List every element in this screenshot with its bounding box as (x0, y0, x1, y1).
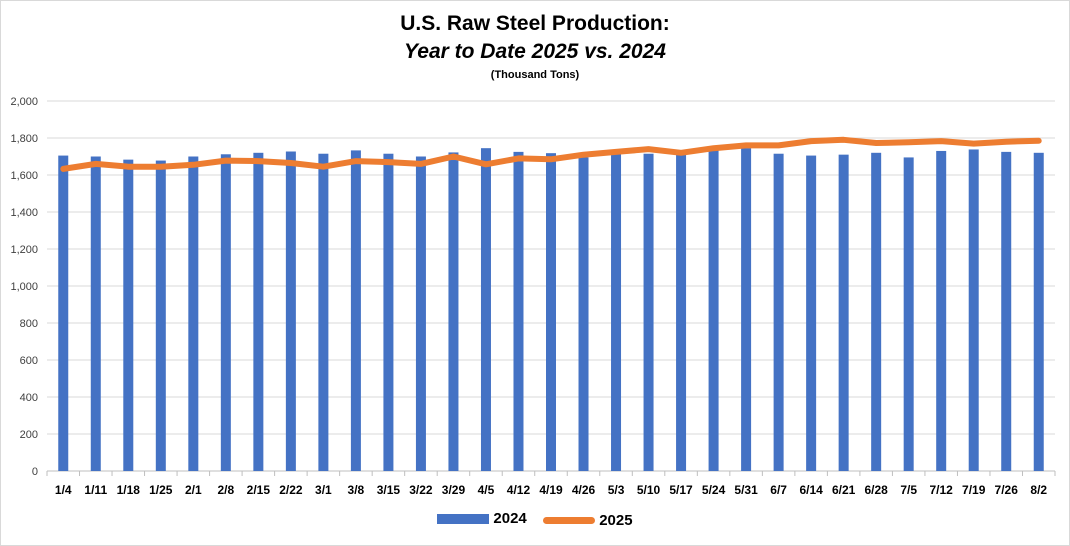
x-tick-label: 1/4 (55, 483, 72, 497)
y-tick-label: 2,000 (10, 96, 38, 108)
x-tick-label: 2/15 (247, 483, 271, 497)
bar-2024 (480, 148, 491, 472)
legend-label-2024: 2024 (493, 510, 527, 527)
x-tick-label: 5/31 (734, 483, 758, 497)
bar-2024 (155, 160, 166, 471)
x-tick-label: 6/7 (770, 483, 787, 497)
legend-swatch-2024 (437, 513, 490, 524)
x-tick-label: 8/2 (1030, 483, 1047, 497)
x-tick-label: 7/5 (900, 483, 917, 497)
legend-swatch-2025 (543, 516, 596, 524)
bar-2024 (903, 157, 914, 472)
y-tick-label: 1,000 (10, 281, 38, 293)
x-tick-label: 4/19 (539, 483, 563, 497)
y-tick-label: 0 (32, 466, 38, 478)
legend-label-2025: 2025 (599, 511, 633, 529)
bar-2024 (578, 157, 589, 472)
x-tick-label: 6/28 (864, 483, 888, 497)
x-tick-label: 2/22 (279, 483, 303, 497)
y-tick-label: 600 (20, 355, 38, 367)
bar-2024 (871, 152, 882, 472)
x-tick-label: 7/19 (962, 483, 986, 497)
bar-2024 (513, 151, 524, 471)
x-tick-label: 1/25 (149, 483, 173, 497)
x-tick-label: 6/14 (799, 483, 823, 497)
x-tick-label: 4/12 (507, 483, 531, 497)
legend-item-2025: 2025 (543, 511, 633, 529)
chart-title-block: U.S. Raw Steel Production: Year to Date … (0, 10, 1070, 81)
x-tick-label: 2/8 (217, 483, 234, 497)
x-tick-label: 3/15 (377, 483, 401, 497)
bar-2024 (806, 155, 817, 471)
bar-2024 (936, 150, 947, 471)
x-tick-label: 7/12 (930, 483, 954, 497)
bar-2024 (383, 153, 394, 471)
bar-2024 (350, 150, 361, 471)
bar-2024 (285, 151, 296, 471)
y-tick-label: 1,600 (10, 170, 38, 182)
x-tick-label: 7/26 (995, 483, 1019, 497)
bar-2024 (968, 149, 979, 471)
y-tick-label: 200 (20, 429, 38, 441)
y-tick-label: 800 (20, 318, 38, 330)
bar-2024 (318, 153, 329, 471)
x-tick-label: 3/8 (348, 483, 365, 497)
bar-2024 (415, 156, 426, 471)
bar-2024 (741, 148, 752, 472)
bar-2024 (188, 156, 199, 471)
bar-2024 (253, 152, 264, 472)
x-tick-label: 1/18 (117, 483, 141, 497)
chart-subtitle: Year to Date 2025 vs. 2024 (404, 40, 666, 63)
x-tick-label: 4/26 (572, 483, 596, 497)
bar-2024 (611, 154, 622, 471)
x-tick-label: 3/22 (409, 483, 433, 497)
bar-2024 (1001, 151, 1012, 471)
bar-2024 (1033, 152, 1044, 472)
y-tick-label: 1,200 (10, 244, 38, 256)
bar-2024 (546, 153, 556, 472)
y-tick-label: 1,400 (10, 207, 38, 219)
bar-2024 (708, 150, 719, 471)
x-tick-label: 3/1 (315, 483, 332, 497)
x-tick-label: 5/17 (669, 483, 693, 497)
chart-title: U.S. Raw Steel Production: (400, 12, 670, 35)
chart-units-label: (Thousand Tons) (490, 69, 580, 81)
x-tick-label: 5/24 (702, 483, 726, 497)
bar-2024 (448, 152, 459, 471)
legend-item-2024: 2024 (437, 510, 527, 527)
bar-2024 (90, 156, 101, 471)
x-tick-label: 1/11 (84, 483, 107, 497)
line-2025 (60, 136, 1042, 172)
x-tick-label: 3/29 (442, 483, 466, 497)
x-tick-label: 6/21 (832, 483, 856, 497)
bar-2024 (773, 153, 784, 471)
x-tick-label: 2/1 (185, 483, 202, 497)
x-tick-label: 5/10 (637, 483, 661, 497)
bar-2024 (838, 154, 849, 471)
bar-2024 (643, 153, 654, 471)
bar-2024 (58, 155, 69, 471)
x-tick-label: 4/5 (478, 483, 495, 497)
bar-2024 (220, 154, 231, 471)
bar-2024 (676, 153, 687, 471)
y-tick-label: 1,800 (10, 133, 38, 145)
x-tick-label: 5/3 (608, 483, 625, 497)
y-tick-label: 400 (20, 392, 38, 404)
bar-2024 (123, 159, 134, 471)
chart-legend: 2024 2025 (0, 510, 1070, 529)
